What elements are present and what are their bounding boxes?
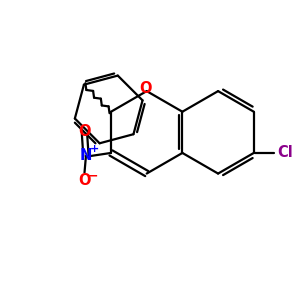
Text: Cl: Cl [277,146,292,160]
Text: O: O [139,81,152,96]
Text: O: O [78,173,91,188]
Text: +: + [90,143,99,154]
Text: N: N [80,148,92,164]
Text: −: − [88,170,99,183]
Text: O: O [78,124,91,139]
